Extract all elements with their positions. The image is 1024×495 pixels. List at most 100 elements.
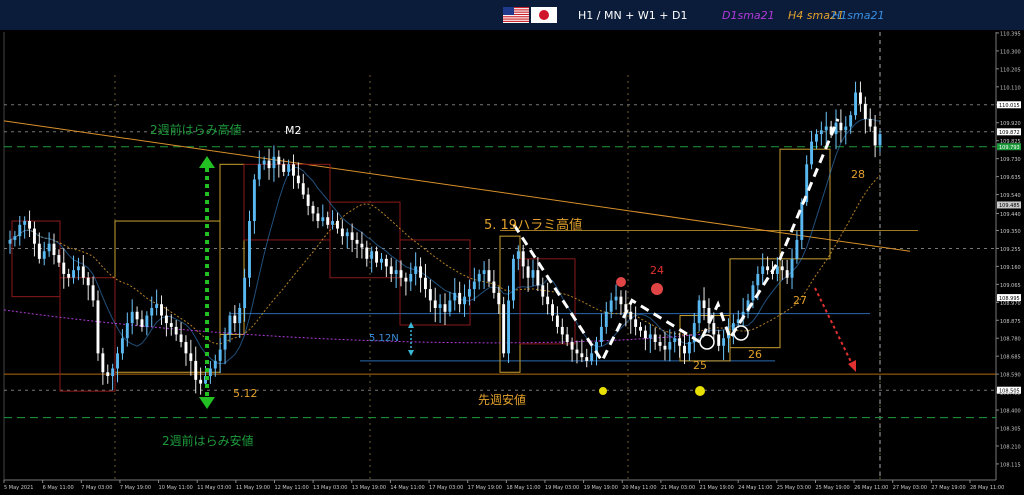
annotation-9: 5.12 (233, 387, 258, 400)
candle-body (849, 115, 853, 127)
price-tag-bg (997, 101, 1021, 109)
candle-body (120, 338, 124, 354)
price-tag-bg (997, 128, 1021, 136)
candle-body (551, 304, 554, 316)
candle-body (609, 300, 613, 312)
y-tick-label: 108.590 (1000, 373, 1021, 379)
candle-body (717, 334, 721, 346)
y-tick-label: 109.825 (1000, 139, 1021, 145)
candle-body (756, 273, 760, 286)
zigzag-path (512, 118, 840, 364)
candle-body (350, 232, 354, 240)
candle-body (477, 273, 481, 282)
candle-body (380, 258, 383, 263)
annotation-4: 28 (851, 168, 865, 181)
candle-body (179, 334, 183, 343)
candle-body (531, 270, 535, 278)
candle-body (707, 307, 711, 324)
candle-body (595, 342, 598, 354)
candle-body (384, 258, 388, 267)
candle-body (282, 164, 286, 172)
candle-body (316, 213, 320, 222)
candle-body (52, 243, 56, 256)
candle-body (399, 270, 403, 278)
candle-body (135, 311, 139, 320)
candle-body (810, 141, 814, 165)
candle-body (878, 134, 882, 146)
candle-body (643, 330, 647, 339)
x-tick-label: 7 May 03:00 (81, 485, 112, 491)
candle-body (404, 277, 408, 282)
candle-body (233, 315, 237, 324)
price-tag-bg (997, 386, 1021, 394)
price-tag-label: 110.015 (999, 103, 1020, 109)
x-tick-label: 19 May 03:00 (545, 485, 579, 491)
candle-body (96, 300, 100, 354)
x-tick-label: 24 May 11:00 (738, 485, 772, 491)
candle-body (839, 122, 843, 131)
candle-body (292, 164, 295, 176)
candle-body (336, 221, 339, 229)
candle-body (668, 342, 672, 350)
legend-h1sma21: H1sma21 (832, 9, 885, 22)
yellow-marker (599, 387, 607, 395)
japan-flag-icon (531, 7, 557, 23)
x-tick-label: 21 May 19:00 (700, 485, 734, 491)
candle-body (365, 247, 369, 259)
candle-body (751, 285, 755, 301)
us-flag-stripe (503, 18, 529, 20)
candle-body (199, 379, 203, 384)
candle-body (639, 326, 642, 331)
candle-body (663, 345, 667, 350)
x-tick-label: 11 May 19:00 (236, 485, 270, 491)
d1-sma21-line (3, 309, 701, 344)
candle-body (624, 304, 628, 312)
annotation-7: 25 (693, 359, 707, 372)
candle-body (116, 353, 119, 369)
us-flag-canton (503, 7, 514, 15)
price-tag-bg (997, 201, 1021, 209)
candle-body (262, 160, 266, 165)
candle-body (86, 277, 90, 286)
candle-body (91, 285, 95, 301)
candle-body (389, 266, 393, 274)
candle-body (145, 315, 149, 327)
x-tick-label: 17 May 03:00 (429, 485, 463, 491)
candle-body (37, 243, 41, 259)
candle-body (463, 296, 467, 305)
annotation-0: 2週前はらみ高値 (150, 122, 242, 137)
candle-body (678, 338, 682, 346)
x-tick-label: 10 May 11:00 (159, 485, 193, 491)
candle-body (8, 239, 12, 244)
price-tag-label: 109.793 (999, 145, 1020, 151)
period-range-box (399, 239, 471, 326)
y-tick-label: 108.400 (1000, 409, 1021, 415)
candle-body (355, 239, 359, 244)
y-tick-label: 109.350 (1000, 229, 1021, 235)
candle-body (555, 315, 559, 327)
x-tick-label: 5 May 2021 (4, 485, 33, 491)
range-arrow-up-head (199, 156, 215, 168)
candle-body (521, 251, 525, 267)
candle-body (502, 304, 506, 354)
candle-body (819, 130, 823, 135)
candle-body (174, 326, 178, 335)
x-tick-label: 11 May 03:00 (197, 485, 231, 491)
candle-body (57, 255, 61, 263)
candle-body (516, 251, 520, 259)
x-tick-label: 6 May 11:00 (43, 485, 74, 491)
candle-body (433, 300, 437, 308)
candle-body (844, 126, 848, 131)
candle-body (423, 277, 427, 290)
candle-body (311, 205, 315, 214)
us-flag-stripe (503, 11, 529, 13)
range-arrow-down-head (199, 397, 215, 409)
candle-body (780, 266, 784, 271)
candle-body (272, 156, 276, 169)
candle-body (267, 160, 271, 169)
candle-body (111, 368, 115, 377)
y-tick-label: 110.205 (1000, 67, 1021, 73)
candle-body (492, 281, 496, 293)
